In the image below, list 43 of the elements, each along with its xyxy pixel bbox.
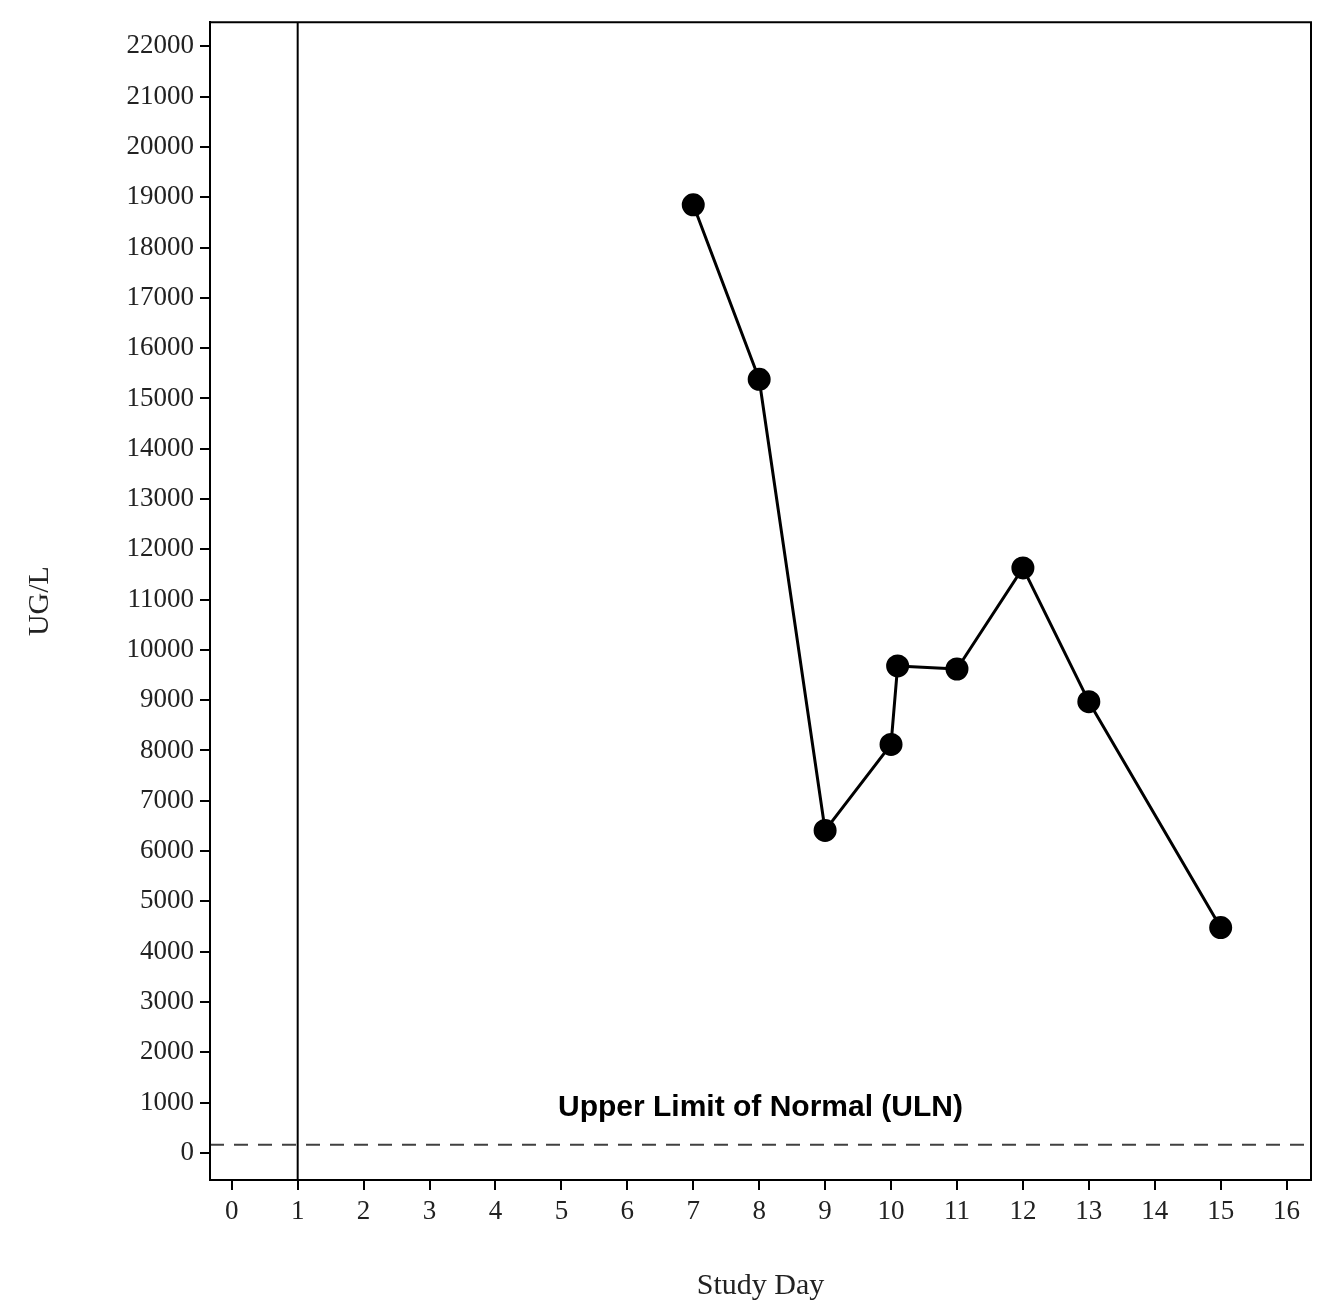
x-tick-label: 15 [1207,1195,1235,1226]
x-tick-label: 5 [554,1195,569,1226]
y-tick-label: 14000 [126,431,194,462]
y-tick-label: 15000 [126,381,194,412]
y-tick-label: 12000 [126,532,194,563]
y-tick-label: 20000 [126,130,194,161]
y-tick-label: 0 [180,1135,194,1166]
y-tick-label: 10000 [126,632,194,663]
y-tick-label: 22000 [126,29,194,60]
y-tick-label: 8000 [140,733,194,764]
y-tick-label: 7000 [140,783,194,814]
y-tick-label: 13000 [126,482,194,513]
y-tick-label: 2000 [140,1035,194,1066]
y-tick-label: 1000 [140,1085,194,1116]
x-tick-label: 2 [356,1195,371,1226]
y-tick-label: 4000 [140,934,194,965]
y-tick-label: 21000 [126,79,194,110]
x-tick-label: 4 [488,1195,503,1226]
x-tick-label: 12 [1009,1195,1037,1226]
y-tick-label: 16000 [126,331,194,362]
x-tick-label: 6 [620,1195,635,1226]
x-tick-label: 8 [752,1195,766,1226]
x-tick-label: 1 [290,1195,305,1226]
y-tick-label: 17000 [126,280,194,311]
y-tick-label: 19000 [126,180,194,211]
ref-line-label: Upper Limit of Normal (ULN) [558,1089,963,1123]
y-tick-label: 5000 [140,884,194,915]
x-axis-title: Study Day [696,1266,825,1300]
x-tick-label: 0 [225,1195,239,1226]
x-tick-label: 14 [1141,1195,1169,1226]
y-tick-label: 18000 [126,230,194,261]
x-tick-label: 16 [1273,1195,1301,1226]
x-tick-label: 13 [1075,1195,1103,1226]
x-tick-label: 3 [422,1195,437,1226]
x-tick-label: 7 [686,1195,700,1226]
y-tick-label: 6000 [140,834,194,865]
y-tick-label: 11000 [127,582,194,613]
x-tick-label: 11 [943,1195,970,1226]
y-axis-title: UG/L [20,566,54,637]
x-tick-label: 10 [877,1195,905,1226]
y-tick-label: 9000 [140,683,194,714]
x-tick-label: 9 [818,1195,832,1226]
y-tick-label: 3000 [140,985,194,1016]
